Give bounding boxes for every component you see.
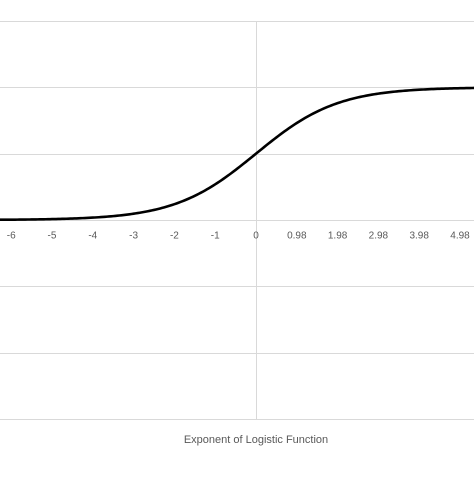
x-tick-label: 3.98 <box>409 231 429 242</box>
x-tick-label: 0.98 <box>287 231 307 242</box>
gridlines <box>0 21 474 420</box>
x-axis-title: Exponent of Logistic Function <box>184 434 328 446</box>
x-tick-labels: -6 -5 -4 -3 -2 -1 0 0.98 1.98 2.98 3.98 4.98 <box>7 231 470 242</box>
x-tick-label: 4.98 <box>450 231 470 242</box>
x-tick-label: 0 <box>253 231 259 242</box>
axes <box>0 21 474 419</box>
series-layer <box>0 86 474 221</box>
x-tick-label: 2.98 <box>369 231 389 242</box>
x-tick-label: -2 <box>170 231 179 242</box>
x-tick-label: -1 <box>211 231 220 242</box>
x-tick-label: -3 <box>129 231 138 242</box>
x-tick-label: 1.98 <box>328 231 348 242</box>
x-tick-label: -6 <box>7 231 16 242</box>
x-tick-label: -5 <box>48 231 57 242</box>
x-tick-label: -4 <box>88 231 97 242</box>
series-line <box>0 86 474 221</box>
